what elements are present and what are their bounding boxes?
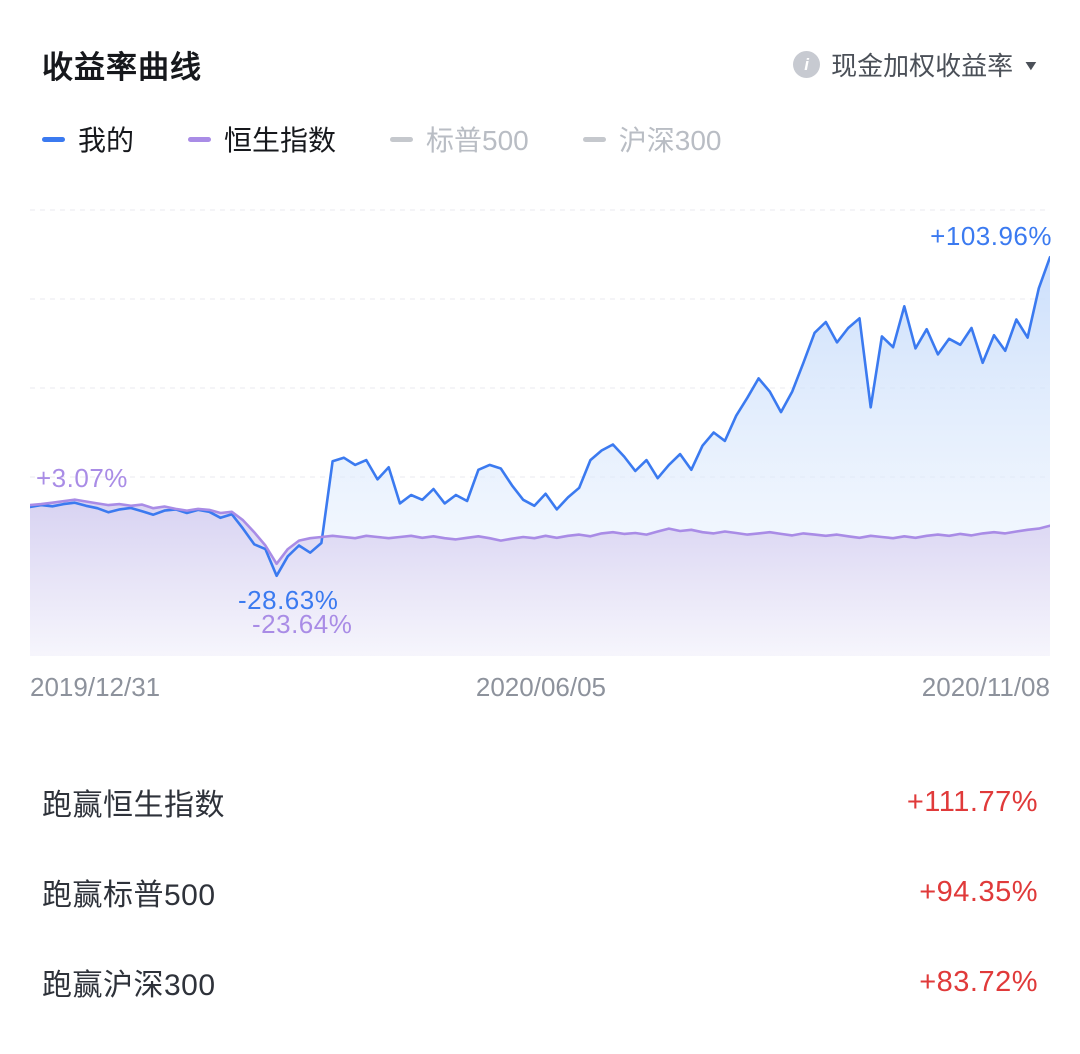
info-icon[interactable]: i	[793, 51, 821, 78]
legend-label: 沪深300	[618, 125, 722, 156]
x-axis-label-start: 2019/12/31	[30, 672, 161, 702]
legend-item-csi300[interactable]: 沪深300	[582, 119, 722, 159]
chevron-down-icon: ▼	[1022, 56, 1041, 73]
outperformance-stats: 跑赢恒生指数 +111.77% 跑赢标普500 +94.35% 跑赢沪深300 …	[0, 703, 1080, 1027]
stat-value: +94.35%	[919, 875, 1038, 908]
stat-label: 跑赢标普500	[42, 879, 216, 912]
legend-item-mine[interactable]: 我的	[42, 119, 134, 159]
legend-label: 恒生指数	[224, 125, 337, 156]
legend: 我的 恒生指数 标普500 沪深300	[0, 87, 1080, 159]
legend-label: 标普500	[426, 125, 529, 156]
legend-item-hsi[interactable]: 恒生指数	[188, 119, 336, 159]
return-type-label: 现金加权收益率	[831, 51, 1014, 81]
returns-chart[interactable]: +3.07% -28.63% -23.64% +103.96%	[0, 209, 1080, 656]
stat-label: 跑赢恒生指数	[42, 789, 225, 822]
stat-value: +83.72%	[919, 965, 1038, 998]
header: 收益率曲线 i 现金加权收益率 ▼	[0, 0, 1080, 87]
return-type-selector[interactable]: i 现金加权收益率 ▼	[793, 46, 1041, 83]
legend-label: 我的	[78, 125, 135, 156]
legend-item-sp500[interactable]: 标普500	[390, 119, 529, 159]
annotation-mine-end: +103.96%	[930, 221, 1052, 251]
legend-swatch-csi300-icon	[582, 136, 606, 142]
annotation-hsi-start: +3.07%	[36, 463, 128, 493]
stat-value: +111.77%	[906, 785, 1038, 818]
stat-label: 跑赢沪深300	[42, 969, 216, 1002]
legend-swatch-hsi-icon	[188, 136, 212, 142]
returns-line-chart[interactable]	[30, 209, 1050, 656]
page-title: 收益率曲线	[42, 50, 202, 85]
stat-row-csi300: 跑赢沪深300 +83.72%	[42, 937, 1038, 1027]
annotation-mine-trough: -28.63%	[238, 585, 339, 615]
x-axis-labels: 2019/12/31 2020/06/05 2020/11/08	[0, 656, 1080, 703]
legend-swatch-sp500-icon	[390, 136, 414, 142]
stat-row-hsi: 跑赢恒生指数 +111.77%	[42, 757, 1038, 847]
legend-swatch-mine-icon	[42, 136, 65, 142]
x-axis-label-end: 2020/11/08	[921, 672, 1050, 702]
x-axis-label-middle: 2020/06/05	[475, 672, 607, 702]
stat-row-sp500: 跑赢标普500 +94.35%	[42, 847, 1038, 937]
annotation-hsi-trough: -23.64%	[252, 609, 353, 639]
